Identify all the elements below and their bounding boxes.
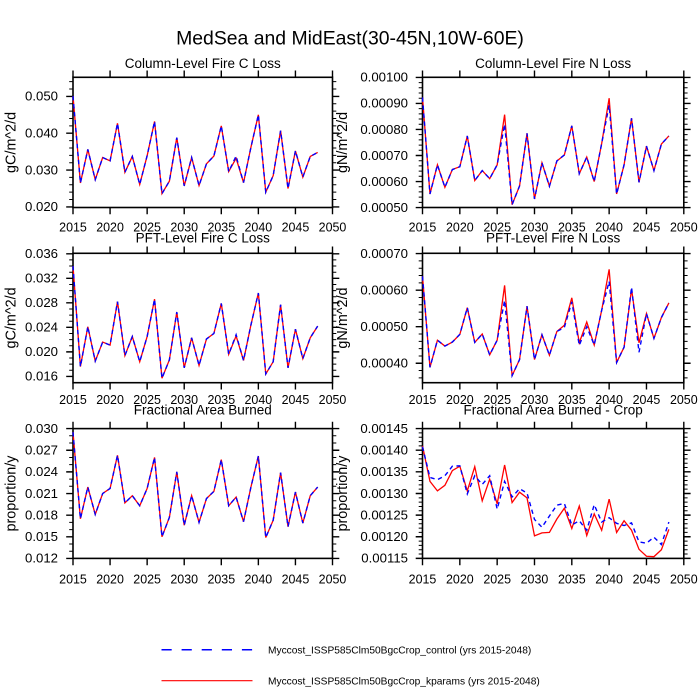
svg-text:2040: 2040 [595,573,623,587]
svg-text:2045: 2045 [282,393,310,407]
svg-text:2050: 2050 [319,220,347,234]
svg-text:2015: 2015 [59,393,87,407]
svg-text:2020: 2020 [96,573,124,587]
svg-text:proportion/y: proportion/y [335,455,351,532]
svg-text:0.028: 0.028 [25,295,58,310]
svg-text:2050: 2050 [670,573,698,587]
svg-text:2045: 2045 [633,573,661,587]
svg-text:0.030: 0.030 [25,421,58,436]
svg-text:0.00125: 0.00125 [360,507,408,522]
svg-text:2025: 2025 [483,220,511,234]
svg-text:2050: 2050 [670,393,698,407]
svg-text:2020: 2020 [446,573,474,587]
svg-text:0.00050: 0.00050 [360,319,408,334]
svg-text:Myccost_ISSP585Clm50BgcCrop_kp: Myccost_ISSP585Clm50BgcCrop_kparams (yrs… [268,677,540,688]
svg-text:0.020: 0.020 [25,199,58,214]
svg-text:PFT-Level Fire C Loss: PFT-Level Fire C Loss [136,231,271,246]
svg-text:0.027: 0.027 [25,443,58,458]
svg-text:Fractional Area Burned - Crop: Fractional Area Burned - Crop [463,403,642,418]
svg-text:2015: 2015 [59,220,87,234]
svg-text:2045: 2045 [633,220,661,234]
svg-text:0.020: 0.020 [25,344,58,359]
svg-text:0.00120: 0.00120 [360,529,408,544]
svg-text:gC/m^2/d: gC/m^2/d [3,287,19,348]
svg-text:proportion/y: proportion/y [3,455,19,532]
svg-text:2035: 2035 [207,393,235,407]
svg-text:2015: 2015 [409,220,437,234]
svg-text:2040: 2040 [595,393,623,407]
svg-text:0.00130: 0.00130 [360,486,408,501]
svg-text:0.024: 0.024 [25,464,58,479]
svg-text:2035: 2035 [558,393,586,407]
svg-text:0.024: 0.024 [25,320,58,335]
svg-text:2025: 2025 [133,393,161,407]
svg-text:2040: 2040 [595,220,623,234]
svg-text:2050: 2050 [319,393,347,407]
svg-text:0.00070: 0.00070 [360,246,408,261]
svg-text:0.00100: 0.00100 [360,70,408,85]
svg-text:2050: 2050 [319,573,347,587]
svg-text:0.00115: 0.00115 [361,551,408,566]
svg-text:0.00060: 0.00060 [360,174,408,189]
svg-text:gC/m^2/d: gC/m^2/d [3,112,19,173]
svg-text:0.030: 0.030 [25,162,58,177]
svg-text:0.00080: 0.00080 [360,122,408,137]
svg-text:2030: 2030 [521,573,549,587]
svg-text:2040: 2040 [245,573,273,587]
svg-text:2030: 2030 [170,220,198,234]
svg-text:0.00090: 0.00090 [360,96,408,111]
svg-text:0.00135: 0.00135 [360,464,408,479]
svg-text:2025: 2025 [483,573,511,587]
svg-text:2030: 2030 [170,573,198,587]
svg-text:2015: 2015 [409,573,437,587]
svg-text:2035: 2035 [207,220,235,234]
svg-text:2045: 2045 [282,573,310,587]
svg-text:0.00145: 0.00145 [360,421,408,436]
svg-text:2045: 2045 [282,220,310,234]
svg-text:0.00040: 0.00040 [360,356,408,371]
svg-text:2045: 2045 [633,393,661,407]
svg-text:2050: 2050 [670,220,698,234]
svg-text:0.021: 0.021 [25,486,58,501]
svg-text:0.015: 0.015 [25,529,58,544]
svg-text:2025: 2025 [133,220,161,234]
svg-text:0.00070: 0.00070 [360,148,408,163]
svg-text:2015: 2015 [409,393,437,407]
svg-text:2035: 2035 [207,573,235,587]
svg-text:0.00050: 0.00050 [360,200,408,215]
svg-text:0.00060: 0.00060 [360,282,408,297]
svg-text:2020: 2020 [96,220,124,234]
svg-text:MedSea and MidEast(30-45N,10W-: MedSea and MidEast(30-45N,10W-60E) [176,28,524,50]
svg-text:2020: 2020 [446,393,474,407]
svg-text:gN/m^2/d: gN/m^2/d [335,112,351,173]
svg-text:Column-Level Fire C Loss: Column-Level Fire C Loss [125,56,281,71]
svg-text:2025: 2025 [483,393,511,407]
svg-text:2030: 2030 [170,393,198,407]
svg-text:0.050: 0.050 [25,89,58,104]
svg-text:0.018: 0.018 [25,507,58,522]
svg-text:0.036: 0.036 [25,246,58,261]
svg-text:2025: 2025 [133,573,161,587]
svg-text:2040: 2040 [245,220,273,234]
svg-text:Myccost_ISSP585Clm50BgcCrop_co: Myccost_ISSP585Clm50BgcCrop_control (yrs… [268,646,531,657]
svg-text:2040: 2040 [245,393,273,407]
svg-text:2030: 2030 [521,393,549,407]
svg-text:0.012: 0.012 [25,551,58,566]
svg-text:2035: 2035 [558,573,586,587]
svg-text:2020: 2020 [96,393,124,407]
svg-text:2020: 2020 [446,220,474,234]
svg-text:Column-Level Fire N Loss: Column-Level Fire N Loss [475,56,631,71]
svg-text:0.032: 0.032 [25,271,58,286]
svg-text:0.00140: 0.00140 [360,443,408,458]
svg-text:0.040: 0.040 [25,126,58,141]
svg-text:2030: 2030 [521,220,549,234]
svg-text:0.016: 0.016 [25,369,58,384]
svg-text:Fractional Area Burned: Fractional Area Burned [134,403,272,418]
svg-text:2035: 2035 [558,220,586,234]
svg-text:gN/m^2/d: gN/m^2/d [335,287,351,348]
svg-text:2015: 2015 [59,573,87,587]
svg-text:PFT-Level Fire N Loss: PFT-Level Fire N Loss [486,231,621,246]
